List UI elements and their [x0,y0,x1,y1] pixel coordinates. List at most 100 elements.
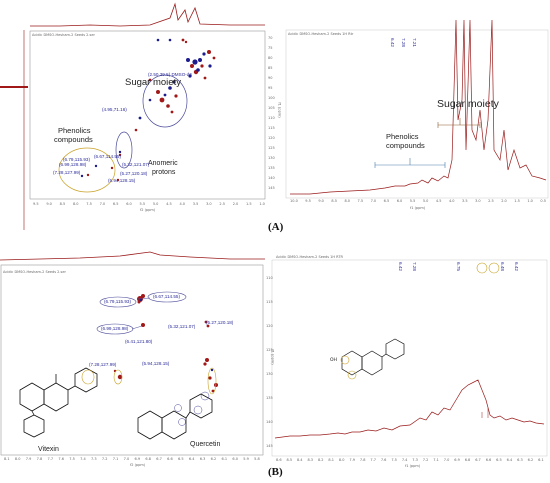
x-tick: 6.6 [485,458,492,462]
y-tick: 70 [268,36,273,40]
x-tick: 8.0 [338,458,345,462]
peak-label: (6.99,128.98) [59,162,87,167]
x-tick: 5.9 [243,457,249,461]
x-tick: 7.3 [91,457,97,461]
x-tick: 8.1 [4,457,10,461]
x-tick: 6.7 [156,457,162,461]
x-tick: 7.4 [80,457,86,461]
x-tick: 7.2 [101,457,108,461]
y-tick: 120 [266,324,273,328]
x-tick: 4.0 [448,199,455,203]
proton-a-spectrum [290,19,547,195]
hsqc-b-y-title: f1 (ppm) [270,349,275,365]
proton-a-phenolics-1: Phenolics [386,132,419,141]
hsqc-b-y-ticks: 110 115 120 125 130 135 140 145 [266,276,278,456]
x-tick: 0.5 [540,199,546,203]
x-tick: 6.5 [112,202,119,206]
x-tick: 7.5 [391,458,397,462]
x-tick: 3.5 [462,199,468,203]
hsqc-b-top-projection [0,251,265,261]
hsqc-a-y-ticks: 70 75 80 85 90 95 100 105 110 115 120 12… [268,36,280,201]
panel-b-label: (B) [268,466,283,478]
x-tick: 8.3 [307,458,314,462]
quercetin-structure [137,393,213,440]
y-tick: 140 [268,176,275,180]
x-tick: 3.0 [206,202,212,206]
proton-a-top-peaks: 6.42 7.28 7.21 [390,38,417,47]
x-tick: 10.0 [290,199,298,203]
y-tick: 130 [268,156,275,160]
proton-a-x-ticks: 10.0 9.5 9.0 8.5 8.0 7.5 7.0 6.5 6.0 5.5… [290,199,546,203]
x-tick: 7.3 [412,458,418,462]
x-tick: 6.2 [210,457,217,461]
peak-label: (5.32,121.07) [168,324,196,329]
x-tick: 7.2 [422,458,429,462]
x-tick: 7.5 [357,199,364,203]
oh-label: OH [330,358,337,363]
x-tick: 8.6 [276,458,282,462]
x-tick: 7.1 [112,457,119,461]
y-tick: 115 [268,126,275,130]
hsqc-a-x-ticks: 9.5 9.0 8.5 8.0 7.5 7.0 6.5 6.0 5.5 5.0 … [33,202,265,206]
y-tick: 130 [266,372,273,376]
peak-label: (6.41,121.80) [125,339,153,344]
x-tick: 6.3 [199,457,206,461]
proton-b-header: Acidic DMSO-Hesham-2 Seeds 1H RTR [276,255,343,259]
x-tick: 1.5 [514,199,520,203]
top-peak: 6.42 [390,38,395,47]
x-tick: 1.0 [527,199,533,203]
y-tick: 115 [266,300,273,304]
x-tick: 6.9 [134,457,141,461]
vitexin-structure [19,367,98,438]
y-tick: 85 [268,66,273,70]
x-tick: 6.5 [178,457,184,461]
x-tick: 6.7 [475,458,481,462]
x-tick: 1.5 [246,202,252,206]
top-peak: 6.48 [500,262,505,271]
phenolics-label-1: Phenolics [58,126,91,135]
x-tick: 8.0 [72,202,79,206]
y-tick: 75 [268,46,273,50]
x-tick: 9.0 [318,199,324,203]
top-peak: 7.28 [412,262,417,271]
proton-b-x-ticks: 8.6 8.5 8.4 8.3 8.2 8.1 8.0 7.9 7.8 7.7 … [276,458,544,462]
y-tick: 125 [266,348,273,352]
vitexin-label: Vitexin [38,446,59,453]
y-tick: 110 [268,116,275,120]
top-peak: 6.75 [456,262,461,271]
hsqc-a-left-projection [0,86,28,88]
x-tick: 8.5 [331,199,337,203]
panel-a: Acidic DMSO-Hesham-2 Seeds 2.ser Acidic … [0,0,550,238]
y-tick: 125 [268,146,275,150]
peak-label: (6.67,114.55) [153,294,180,299]
x-tick: 7.7 [47,457,54,461]
x-tick: 7.9 [349,458,355,462]
x-tick: 7.8 [36,457,43,461]
x-tick: 7.5 [86,202,92,206]
x-tick: 6.4 [188,457,195,461]
peak-label: (5.94,128.15) [108,178,136,183]
peak-label: (6.79,115.93) [63,157,90,162]
x-tick: 8.0 [14,457,21,461]
x-tick: 7.5 [69,457,75,461]
x-tick: 2.0 [232,202,239,206]
x-tick: 8.5 [59,202,66,206]
top-peak: 7.28 [401,38,406,47]
proton-a-sugar-label: Sugar moiety [437,98,499,110]
x-tick: 5.8 [254,457,260,461]
x-tick: 5.5 [139,202,146,206]
proton-b-x-title: f1 (ppm) [405,464,421,468]
sugar-moiety-circle [142,74,188,128]
x-tick: 1.0 [259,202,265,206]
y-tick: 80 [268,56,273,60]
x-tick: 5.5 [409,199,416,203]
y-tick: 145 [268,186,275,190]
phenolics-label-2: compounds [54,135,93,144]
x-tick: 7.0 [443,458,450,462]
x-tick: 4.0 [179,202,186,206]
x-tick: 9.0 [46,202,52,206]
x-tick: 6.6 [167,457,173,461]
panel-a-graphics [0,2,549,230]
x-tick: 7.0 [99,202,106,206]
x-tick: 6.2 [527,458,534,462]
